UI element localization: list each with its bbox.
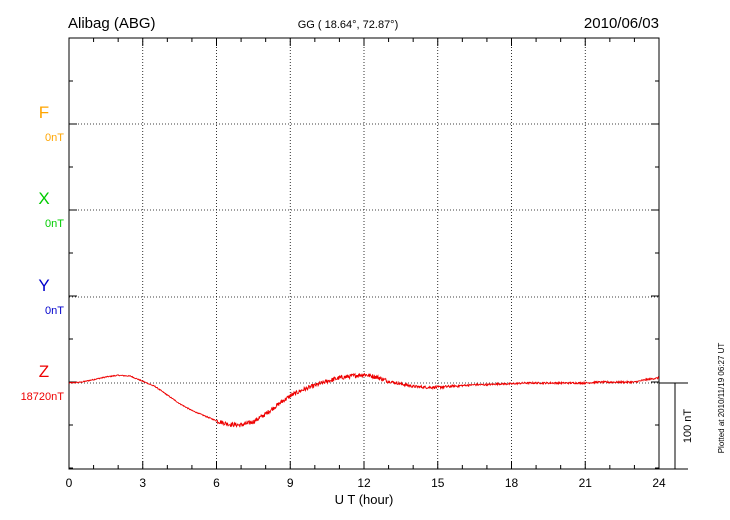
x-tick-label: 24 (652, 476, 666, 490)
component-letter-z: Z (39, 362, 49, 381)
component-baseline-y: 0nT (45, 305, 64, 317)
station-title: Alibag (ABG) (68, 15, 156, 32)
component-labels: F 0nT X 0nT Y 0nT Z 18720nT (21, 103, 65, 403)
grid-lines (69, 38, 659, 469)
x-axis-label: U T (hour) (335, 492, 394, 507)
trace-z (68, 372, 660, 428)
scale-bar: 100 nT (659, 382, 694, 470)
component-letter-y: Y (38, 276, 49, 295)
plotted-timestamp: Plotted at 2010/11/19 06:27 UT (717, 343, 726, 454)
component-letter-x: X (38, 189, 49, 208)
x-tick-label: 15 (431, 476, 445, 490)
component-baseline-x: 0nT (45, 218, 64, 230)
x-tick-label: 3 (139, 476, 146, 490)
x-tick-label: 21 (579, 476, 593, 490)
x-tick-label: 9 (287, 476, 294, 490)
x-tick-labels: 0 3 6 9 12 15 18 21 24 (66, 476, 666, 490)
x-tick-label: 12 (357, 476, 371, 490)
component-baseline-f: 0nT (45, 132, 64, 144)
x-tick-label: 6 (213, 476, 220, 490)
coordinates-title: GG ( 18.64°, 72.87°) (298, 19, 399, 31)
component-traces (68, 372, 660, 428)
x-tick-label: 0 (66, 476, 73, 490)
component-letter-f: F (39, 103, 49, 122)
x-tick-label: 18 (505, 476, 519, 490)
component-baseline-z: 18720nT (21, 391, 65, 403)
date-title: 2010/06/03 (584, 15, 659, 32)
axis-ticks (68, 38, 660, 469)
scale-bar-label: 100 nT (682, 409, 694, 444)
